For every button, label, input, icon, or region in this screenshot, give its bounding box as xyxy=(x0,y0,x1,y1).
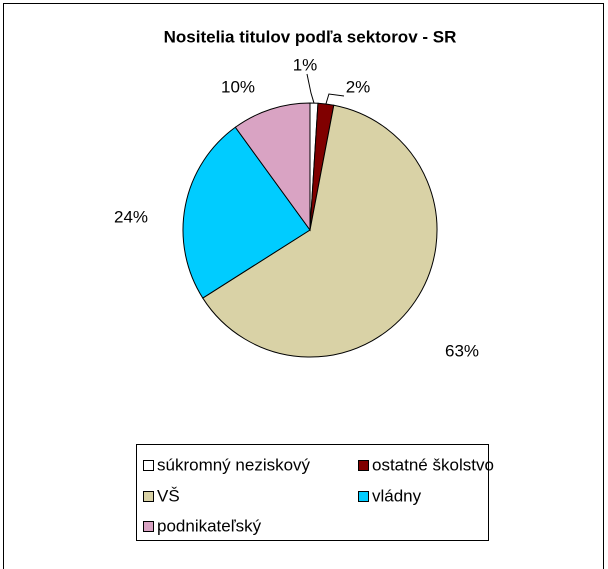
legend-box xyxy=(136,444,489,541)
data-label: 1% xyxy=(293,55,318,74)
leader-line xyxy=(306,73,315,104)
legend-label: súkromný neziskový xyxy=(157,455,311,474)
pie-slice xyxy=(202,104,438,358)
leader-line xyxy=(325,93,345,105)
legend-swatch xyxy=(143,460,154,471)
legend-swatch xyxy=(358,460,369,471)
legend-swatch xyxy=(143,491,154,502)
data-label: 10% xyxy=(221,77,255,96)
legend-swatch xyxy=(358,491,369,502)
legend-label: vládny xyxy=(372,486,422,505)
data-label: 63% xyxy=(445,341,479,360)
data-label: 24% xyxy=(114,207,148,226)
pie-slice xyxy=(234,102,311,232)
pie-slice xyxy=(182,126,311,299)
legend-label: VŠ xyxy=(157,486,180,505)
legend-label: podnikateľský xyxy=(157,516,262,535)
data-label: 2% xyxy=(346,77,371,96)
chart-title: Nositelia titulov podľa sektorov - SR xyxy=(164,27,457,46)
legend-label: ostatné školstvo xyxy=(372,455,494,474)
legend-swatch xyxy=(143,521,154,532)
